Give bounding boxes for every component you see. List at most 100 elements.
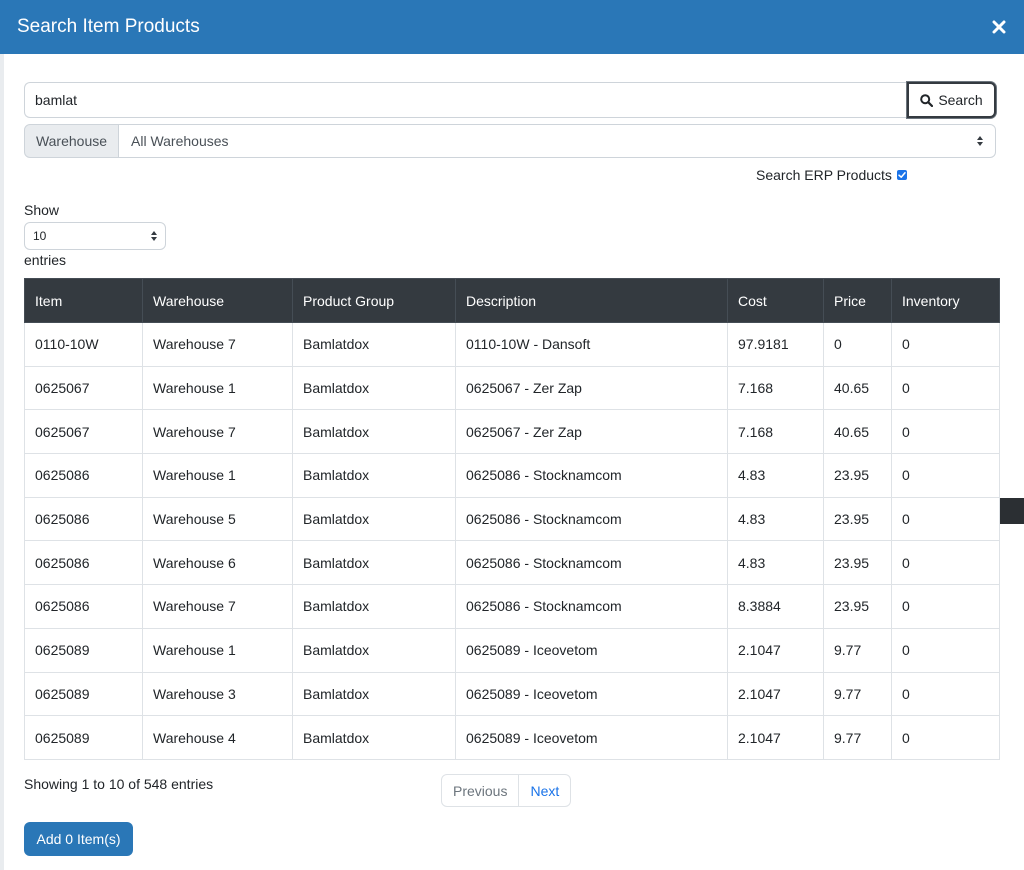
pagination: Previous Next	[441, 774, 572, 807]
cell-product-group: Bamlatdox	[292, 365, 456, 411]
cell-warehouse: Warehouse 7	[142, 409, 293, 455]
cell-cost: 7.168	[727, 409, 824, 455]
column-header-inventory[interactable]: Inventory	[891, 278, 1000, 323]
cell-product-group: Bamlatdox	[292, 715, 456, 760]
cell-product-group: Bamlatdox	[292, 671, 456, 717]
cell-cost: 4.83	[727, 496, 824, 542]
table-row[interactable]: 0625089 Warehouse 1 Bamlatdox 0625089 - Ice…	[24, 627, 1000, 673]
cell-warehouse: Warehouse 7	[142, 584, 293, 629]
search-button[interactable]: Search	[907, 82, 996, 118]
select-arrows-icon	[151, 231, 157, 241]
cell-product-group: Bamlatdox	[292, 627, 456, 673]
cell-cost: 2.1047	[727, 671, 824, 717]
modal-header: Search Item Products	[0, 0, 1024, 54]
entries-select-value: 10	[33, 229, 47, 243]
cell-price: 23.95	[823, 453, 892, 498]
cell-warehouse: Warehouse 4	[142, 715, 293, 760]
cell-item: 0625089	[24, 715, 143, 760]
cell-price: 40.65	[823, 365, 892, 411]
next-page-button[interactable]: Next	[519, 774, 572, 807]
warehouse-label: Warehouse	[24, 124, 119, 158]
cell-warehouse: Warehouse 3	[142, 671, 293, 717]
cell-cost: 8.3884	[727, 584, 824, 629]
cell-inventory: 0	[891, 584, 1000, 629]
cell-item: 0625086	[24, 453, 143, 498]
cell-item: 0625086	[24, 540, 143, 586]
cell-cost: 7.168	[727, 365, 824, 411]
column-header-product-group[interactable]: Product Group	[292, 278, 456, 323]
column-header-price[interactable]: Price	[823, 278, 892, 323]
cell-item: 0110-10W	[24, 322, 143, 367]
table-row[interactable]: 0110-10W Warehouse 7 Bamlatdox 0110-10W - D…	[24, 322, 1000, 367]
table-row[interactable]: 0625089 Warehouse 3 Bamlatdox 0625089 - Ice…	[24, 671, 1000, 717]
search-button-label: Search	[938, 92, 983, 108]
table-row[interactable]: 0625067 Warehouse 1 Bamlatdox 0625067 - Zer…	[24, 365, 1000, 411]
erp-option: Search ERP Products	[756, 166, 907, 184]
close-icon	[992, 20, 1006, 34]
column-header-warehouse[interactable]: Warehouse	[142, 278, 293, 323]
cell-item: 0625067	[24, 365, 143, 411]
cell-item: 0625089	[24, 627, 143, 673]
table-row[interactable]: 0625086 Warehouse 7 Bamlatdox 0625086 - Sto…	[24, 584, 1000, 629]
add-items-button[interactable]: Add 0 Item(s)	[24, 822, 133, 856]
table-row[interactable]: 0625067 Warehouse 7 Bamlatdox 0625067 - Zer…	[24, 409, 1000, 455]
table-row[interactable]: 0625089 Warehouse 4 Bamlatdox 0625089 - Ice…	[24, 715, 1000, 760]
cell-price: 9.77	[823, 715, 892, 760]
cell-item: 0625067	[24, 409, 143, 455]
search-input[interactable]	[24, 82, 907, 118]
select-arrows-icon	[977, 136, 983, 146]
page-backdrop-right	[1000, 54, 1024, 870]
cell-warehouse: Warehouse 7	[142, 322, 293, 367]
cell-description: 0625067 - Zer Zap	[455, 409, 728, 455]
results-table: Item Warehouse Product Group Description…	[24, 278, 1000, 760]
cell-item: 0625086	[24, 496, 143, 542]
page-backdrop-left	[0, 54, 4, 870]
cell-inventory: 0	[891, 671, 1000, 717]
cell-product-group: Bamlatdox	[292, 322, 456, 367]
cell-description: 0625086 - Stocknamcom	[455, 540, 728, 586]
cell-product-group: Bamlatdox	[292, 453, 456, 498]
column-header-cost[interactable]: Cost	[727, 278, 824, 323]
cell-warehouse: Warehouse 5	[142, 496, 293, 542]
cell-description: 0625086 - Stocknamcom	[455, 584, 728, 629]
cell-inventory: 0	[891, 627, 1000, 673]
cell-description: 0110-10W - Dansoft	[455, 322, 728, 367]
warehouse-select[interactable]: All Warehouses	[119, 124, 996, 158]
erp-checkbox[interactable]	[896, 170, 907, 180]
page-backdrop-band	[1000, 498, 1024, 524]
cell-cost: 97.9181	[727, 322, 824, 367]
table-row[interactable]: 0625086 Warehouse 1 Bamlatdox 0625086 - Sto…	[24, 453, 1000, 498]
cell-description: 0625086 - Stocknamcom	[455, 453, 728, 498]
cell-price: 23.95	[823, 584, 892, 629]
column-header-item[interactable]: Item	[24, 278, 143, 323]
cell-inventory: 0	[891, 453, 1000, 498]
cell-inventory: 0	[891, 322, 1000, 367]
search-row: Search	[24, 82, 996, 118]
cell-product-group: Bamlatdox	[292, 584, 456, 629]
cell-price: 0	[823, 322, 892, 367]
cell-cost: 2.1047	[727, 627, 824, 673]
cell-cost: 2.1047	[727, 715, 824, 760]
cell-description: 0625089 - Iceovetom	[455, 671, 728, 717]
checkmark-icon	[898, 172, 906, 178]
previous-page-button[interactable]: Previous	[441, 774, 520, 807]
cell-price: 9.77	[823, 627, 892, 673]
table-row[interactable]: 0625086 Warehouse 6 Bamlatdox 0625086 - Sto…	[24, 540, 1000, 586]
cell-cost: 4.83	[727, 453, 824, 498]
cell-price: 23.95	[823, 540, 892, 586]
cell-inventory: 0	[891, 540, 1000, 586]
show-label: Show	[24, 202, 60, 218]
close-button[interactable]	[990, 18, 1008, 36]
search-icon	[920, 93, 934, 107]
warehouse-select-value: All Warehouses	[131, 133, 229, 149]
entries-select[interactable]: 10	[24, 222, 166, 250]
table-row[interactable]: 0625086 Warehouse 5 Bamlatdox 0625086 - Sto…	[24, 496, 1000, 542]
cell-description: 0625089 - Iceovetom	[455, 715, 728, 760]
cell-cost: 4.83	[727, 540, 824, 586]
erp-label: Search ERP Products	[756, 167, 892, 183]
column-header-description[interactable]: Description	[455, 278, 728, 323]
cell-warehouse: Warehouse 1	[142, 453, 293, 498]
cell-description: 0625089 - Iceovetom	[455, 627, 728, 673]
entries-label: entries	[24, 252, 67, 268]
cell-description: 0625086 - Stocknamcom	[455, 496, 728, 542]
